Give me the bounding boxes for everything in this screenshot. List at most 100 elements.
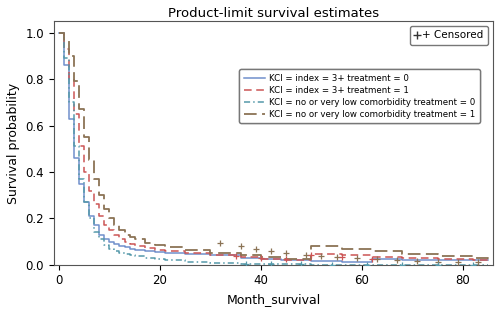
KCI = index = 3+ treatment = 0: [76, 182, 82, 185]
KCI = no or very low comorbidity treatment = 0: [399, 263, 405, 266]
KCI = no or very low comorbidity treatment = 1: [96, 193, 102, 197]
KCI = no or very low comorbidity treatment = 1: [102, 207, 107, 211]
KCI = no or very low comorbidity treatment = 1: [81, 135, 87, 139]
KCI = no or very low comorbidity treatment = 1: [485, 257, 491, 261]
KCI = index = 3+ treatment = 0: [434, 258, 440, 262]
KCI = no or very low comorbidity treatment = 1: [122, 233, 128, 237]
KCI = no or very low comorbidity treatment = 1: [162, 245, 168, 249]
KCI = no or very low comorbidity treatment = 0: [162, 258, 168, 262]
KCI = index = 3+ treatment = 0: [71, 156, 77, 160]
KCI = index = 3+ treatment = 0: [56, 31, 62, 35]
KCI = index = 3+ treatment = 0: [106, 240, 112, 244]
KCI = no or very low comorbidity treatment = 1: [132, 237, 138, 241]
KCI = no or very low comorbidity treatment = 1: [91, 177, 97, 181]
KCI = index = 3+ treatment = 0: [162, 251, 168, 254]
KCI = index = 3+ treatment = 0: [81, 200, 87, 204]
KCI = no or very low comorbidity treatment = 1: [126, 235, 132, 239]
KCI = index = 3+ treatment = 1: [258, 257, 264, 261]
KCI = index = 3+ treatment = 0: [369, 258, 375, 261]
KCI = no or very low comorbidity treatment = 0: [238, 262, 244, 265]
X-axis label: Month_survival: Month_survival: [226, 293, 320, 306]
KCI = index = 3+ treatment = 0: [96, 233, 102, 237]
KCI = no or very low comorbidity treatment = 0: [278, 262, 284, 266]
KCI = no or very low comorbidity treatment = 1: [76, 107, 82, 111]
KCI = index = 3+ treatment = 1: [102, 223, 107, 227]
KCI = no or very low comorbidity treatment = 0: [81, 200, 87, 204]
KCI = index = 3+ treatment = 1: [142, 246, 148, 250]
KCI = no or very low comorbidity treatment = 0: [258, 262, 264, 266]
Y-axis label: Survival probability: Survival probability: [7, 82, 20, 203]
KCI = index = 3+ treatment = 0: [116, 244, 122, 248]
KCI = no or very low comorbidity treatment = 0: [434, 263, 440, 266]
KCI = no or very low comorbidity treatment = 0: [96, 237, 102, 241]
KCI = index = 3+ treatment = 1: [182, 251, 188, 254]
KCI = no or very low comorbidity treatment = 0: [86, 217, 92, 220]
KCI = no or very low comorbidity treatment = 0: [308, 263, 314, 266]
KCI = index = 3+ treatment = 1: [106, 228, 112, 232]
KCI = no or very low comorbidity treatment = 0: [112, 249, 117, 253]
KCI = no or very low comorbidity treatment = 1: [369, 249, 375, 253]
KCI = index = 3+ treatment = 1: [126, 242, 132, 246]
KCI = index = 3+ treatment = 1: [71, 112, 77, 116]
KCI = index = 3+ treatment = 1: [112, 233, 117, 237]
KCI = index = 3+ treatment = 1: [132, 244, 138, 247]
KCI = no or very low comorbidity treatment = 0: [106, 247, 112, 250]
KCI = index = 3+ treatment = 1: [162, 249, 168, 253]
KCI = no or very low comorbidity treatment = 1: [308, 244, 314, 248]
KCI = no or very low comorbidity treatment = 0: [470, 263, 476, 266]
KCI = index = 3+ treatment = 1: [278, 258, 284, 262]
KCI = no or very low comorbidity treatment = 0: [122, 252, 128, 256]
KCI = index = 3+ treatment = 1: [152, 248, 158, 252]
Line: KCI = index = 3+ treatment = 0: KCI = index = 3+ treatment = 0: [59, 33, 488, 262]
KCI = index = 3+ treatment = 1: [369, 255, 375, 259]
KCI = index = 3+ treatment = 0: [152, 250, 158, 254]
KCI = no or very low comorbidity treatment = 0: [132, 254, 138, 258]
KCI = index = 3+ treatment = 1: [122, 240, 128, 244]
KCI = index = 3+ treatment = 0: [102, 237, 107, 241]
KCI = index = 3+ treatment = 0: [91, 223, 97, 227]
KCI = index = 3+ treatment = 1: [76, 145, 82, 148]
KCI = no or very low comorbidity treatment = 1: [278, 257, 284, 260]
KCI = index = 3+ treatment = 0: [485, 259, 491, 262]
KCI = no or very low comorbidity treatment = 1: [258, 255, 264, 259]
KCI = no or very low comorbidity treatment = 1: [86, 158, 92, 162]
KCI = index = 3+ treatment = 1: [56, 31, 62, 35]
KCI = index = 3+ treatment = 1: [434, 257, 440, 261]
KCI = index = 3+ treatment = 0: [122, 245, 128, 249]
KCI = no or very low comorbidity treatment = 0: [369, 263, 375, 266]
KCI = no or very low comorbidity treatment = 0: [91, 230, 97, 234]
KCI = index = 3+ treatment = 1: [238, 255, 244, 259]
KCI = no or very low comorbidity treatment = 0: [338, 263, 344, 266]
KCI = no or very low comorbidity treatment = 1: [116, 228, 122, 232]
KCI = no or very low comorbidity treatment = 1: [182, 248, 188, 252]
Legend: KCI = index = 3+ treatment = 0, KCI = index = 3+ treatment = 1, KCI = no or very: KCI = index = 3+ treatment = 0, KCI = in…: [240, 69, 480, 123]
KCI = index = 3+ treatment = 0: [258, 257, 264, 261]
KCI = no or very low comorbidity treatment = 1: [399, 252, 405, 255]
KCI = index = 3+ treatment = 0: [126, 247, 132, 250]
KCI = index = 3+ treatment = 1: [61, 47, 67, 51]
KCI = no or very low comorbidity treatment = 0: [102, 243, 107, 247]
KCI = no or very low comorbidity treatment = 0: [182, 260, 188, 264]
KCI = no or very low comorbidity treatment = 1: [142, 241, 148, 245]
KCI = index = 3+ treatment = 1: [116, 237, 122, 241]
KCI = no or very low comorbidity treatment = 1: [338, 247, 344, 250]
KCI = index = 3+ treatment = 0: [142, 249, 148, 253]
KCI = no or very low comorbidity treatment = 1: [61, 38, 67, 42]
KCI = index = 3+ treatment = 0: [308, 259, 314, 263]
Line: KCI = no or very low comorbidity treatment = 1: KCI = no or very low comorbidity treatme…: [59, 33, 488, 259]
KCI = no or very low comorbidity treatment = 1: [56, 31, 62, 35]
KCI = no or very low comorbidity treatment = 1: [106, 217, 112, 220]
KCI = no or very low comorbidity treatment = 0: [485, 263, 491, 266]
KCI = no or very low comorbidity treatment = 0: [116, 251, 122, 254]
KCI = index = 3+ treatment = 0: [112, 242, 117, 246]
Title: Product-limit survival estimates: Product-limit survival estimates: [168, 7, 379, 20]
KCI = index = 3+ treatment = 0: [238, 256, 244, 260]
KCI = index = 3+ treatment = 1: [66, 77, 72, 81]
KCI = index = 3+ treatment = 0: [66, 117, 72, 121]
KCI = no or very low comorbidity treatment = 0: [126, 254, 132, 257]
KCI = index = 3+ treatment = 0: [208, 254, 214, 257]
KCI = index = 3+ treatment = 0: [470, 258, 476, 262]
KCI = index = 3+ treatment = 1: [96, 214, 102, 218]
KCI = index = 3+ treatment = 1: [81, 170, 87, 174]
KCI = index = 3+ treatment = 1: [338, 254, 344, 257]
